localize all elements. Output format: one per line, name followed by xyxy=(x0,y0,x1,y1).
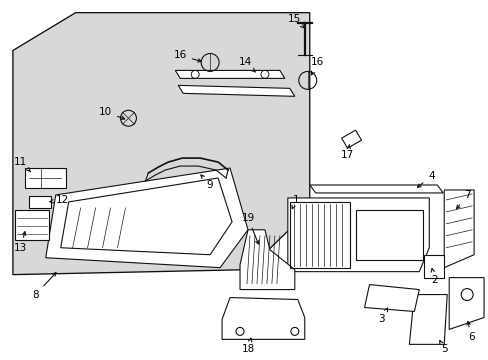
Polygon shape xyxy=(424,255,443,278)
Text: 19: 19 xyxy=(241,213,258,244)
Text: 4: 4 xyxy=(417,171,434,188)
Polygon shape xyxy=(443,190,473,268)
Polygon shape xyxy=(175,71,285,78)
Text: 3: 3 xyxy=(377,308,387,324)
Polygon shape xyxy=(13,13,309,275)
Polygon shape xyxy=(341,130,361,148)
Text: 6: 6 xyxy=(466,321,473,342)
Text: 9: 9 xyxy=(201,175,213,190)
Text: 17: 17 xyxy=(340,145,353,160)
Polygon shape xyxy=(448,278,483,329)
Polygon shape xyxy=(15,210,49,240)
Text: 5: 5 xyxy=(439,341,447,354)
Text: 10: 10 xyxy=(99,107,124,120)
Polygon shape xyxy=(408,294,447,345)
Text: 14: 14 xyxy=(238,58,255,72)
Text: 1: 1 xyxy=(291,195,299,209)
Polygon shape xyxy=(240,230,294,289)
Text: 8: 8 xyxy=(32,273,56,300)
Polygon shape xyxy=(29,196,51,208)
Text: 16: 16 xyxy=(173,50,201,62)
Polygon shape xyxy=(287,198,428,272)
Polygon shape xyxy=(25,168,65,188)
Text: 11: 11 xyxy=(14,157,31,172)
Text: 12: 12 xyxy=(50,195,69,205)
Polygon shape xyxy=(46,168,247,268)
Polygon shape xyxy=(364,285,419,311)
Text: 15: 15 xyxy=(287,14,304,28)
Text: 13: 13 xyxy=(14,232,27,253)
Text: 18: 18 xyxy=(241,338,254,354)
Polygon shape xyxy=(178,85,294,96)
Text: 7: 7 xyxy=(456,190,469,209)
Text: 16: 16 xyxy=(310,58,324,75)
Polygon shape xyxy=(222,298,304,339)
Polygon shape xyxy=(309,185,442,193)
Text: 2: 2 xyxy=(430,269,437,285)
